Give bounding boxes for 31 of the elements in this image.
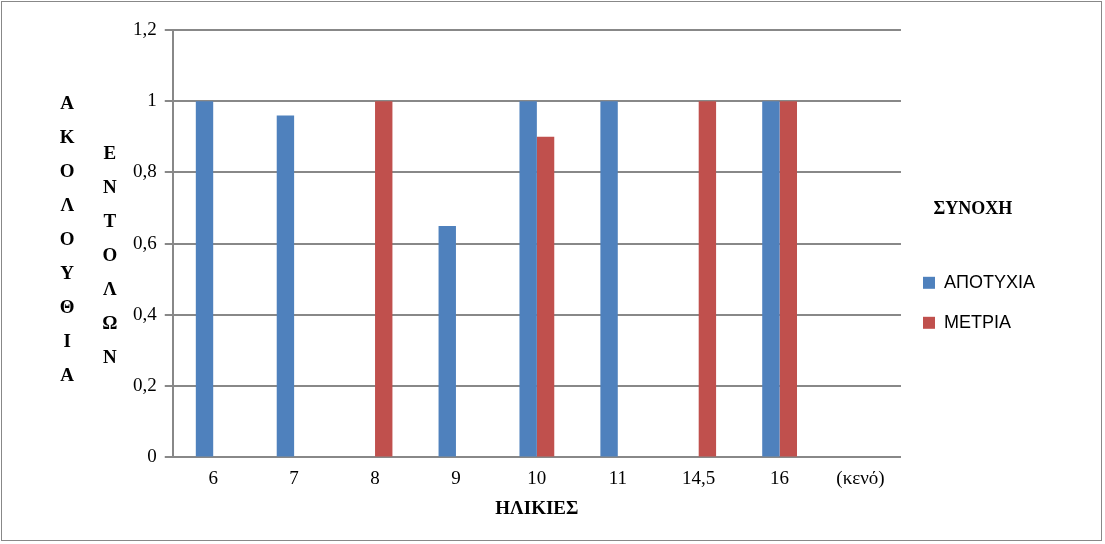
x-tick-label: 14,5 xyxy=(682,466,716,488)
bar xyxy=(698,101,717,457)
y-tick-label: 0,8 xyxy=(133,160,157,182)
bar xyxy=(375,101,393,457)
x-tick-label: (κενό) xyxy=(836,466,885,489)
bar xyxy=(519,101,537,457)
y-tick-label: 1 xyxy=(147,89,157,111)
y-tick-label: 0,4 xyxy=(133,302,158,324)
bar xyxy=(762,101,780,457)
bar xyxy=(276,115,295,457)
x-tick-label: 6 xyxy=(208,466,218,488)
bar xyxy=(600,101,618,457)
y-tick-label: 0,6 xyxy=(133,231,157,253)
x-tick-label: 10 xyxy=(527,466,547,488)
x-axis-title: ΗΛΙΚΙΕΣ xyxy=(495,496,579,518)
bar xyxy=(536,136,555,457)
legend-label: ΑΠΟΤΥΧΙΑ xyxy=(943,271,1036,292)
legend-label: ΜΕΤΡΙΑ xyxy=(943,311,1011,332)
bar xyxy=(779,101,798,457)
x-tick-label: 9 xyxy=(451,466,461,488)
x-tick-label: 7 xyxy=(289,466,299,488)
x-tick-label: 16 xyxy=(770,466,790,488)
x-tick-label: 8 xyxy=(370,466,380,488)
x-tick-label: 11 xyxy=(608,466,627,488)
bar xyxy=(195,101,214,457)
y-tick-label: 1,2 xyxy=(133,17,157,39)
bar xyxy=(438,225,456,457)
y-tick-label: 0 xyxy=(147,445,157,467)
y-tick-label: 0,2 xyxy=(133,374,157,396)
legend-title: ΣΥΝΟΧΗ xyxy=(933,197,1013,218)
y-axis-title: ΑΚΟΛΟΥΘΙΑ ΕΝΤΟΛΩΝ xyxy=(55,92,122,398)
